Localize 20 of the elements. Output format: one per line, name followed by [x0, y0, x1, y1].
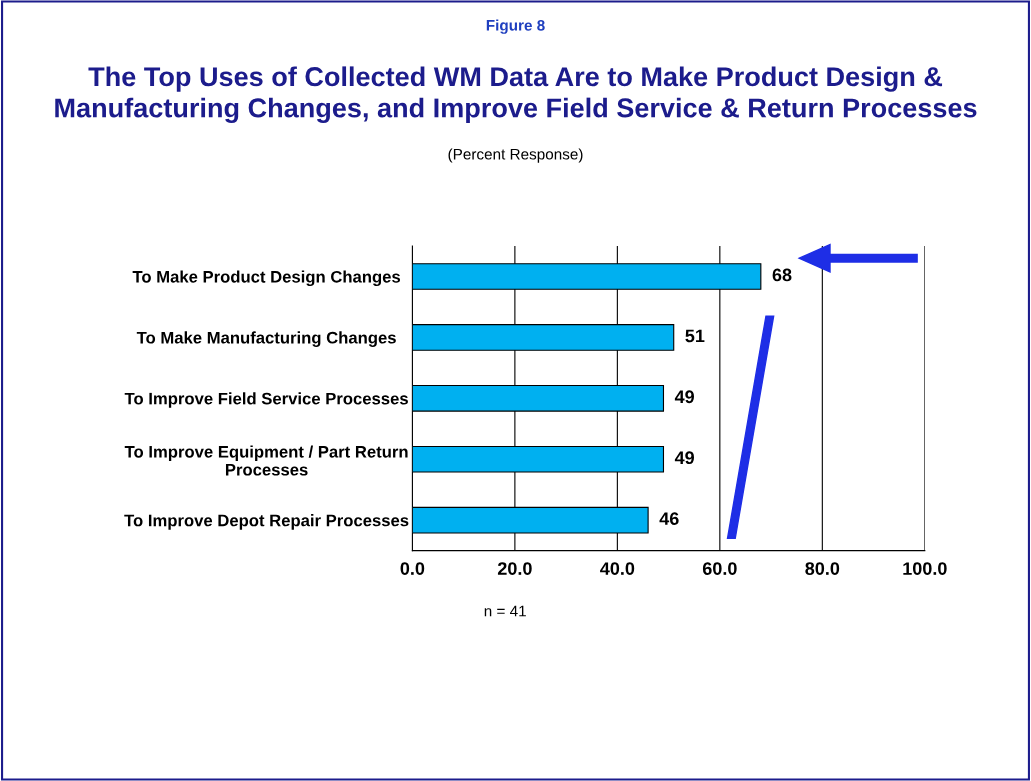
caption: Figure 8: [486, 19, 545, 34]
x-tick-label: 60.0: [702, 562, 737, 575]
data-label: 68: [772, 268, 792, 282]
x-tick-label: 40.0: [600, 562, 635, 575]
x-tick-label: 100.0: [903, 562, 947, 575]
data-label: 49: [674, 390, 694, 404]
y-tick-label: To Make Product Design Changes: [132, 270, 401, 287]
x-tick-label: 80.0: [805, 562, 840, 575]
data-label: 51: [685, 329, 705, 343]
text: n = 41: [484, 605, 526, 617]
chart-title: The Top Uses of Collected WM Data Are to Make Product Design & Manufacturing Changes, and Improve Field Service & Return Processes: [55, 66, 977, 123]
chart-subtitle: (Percent Response): [448, 148, 583, 163]
x-tick-label: 20.0: [497, 562, 532, 575]
y-tick-label: To Make Manufacturing Changes: [136, 331, 396, 347]
data-label: 46: [659, 512, 679, 525]
x-tick-label: 0.0: [400, 562, 425, 575]
y-tick-label: To Improve Field Service Processes: [124, 392, 408, 408]
data-label: 49: [674, 451, 694, 465]
y-tick-label: To Improve Equipment / Part Return Processes: [124, 445, 408, 476]
y-tick-label: To Improve Depot Repair Processes: [124, 514, 409, 530]
